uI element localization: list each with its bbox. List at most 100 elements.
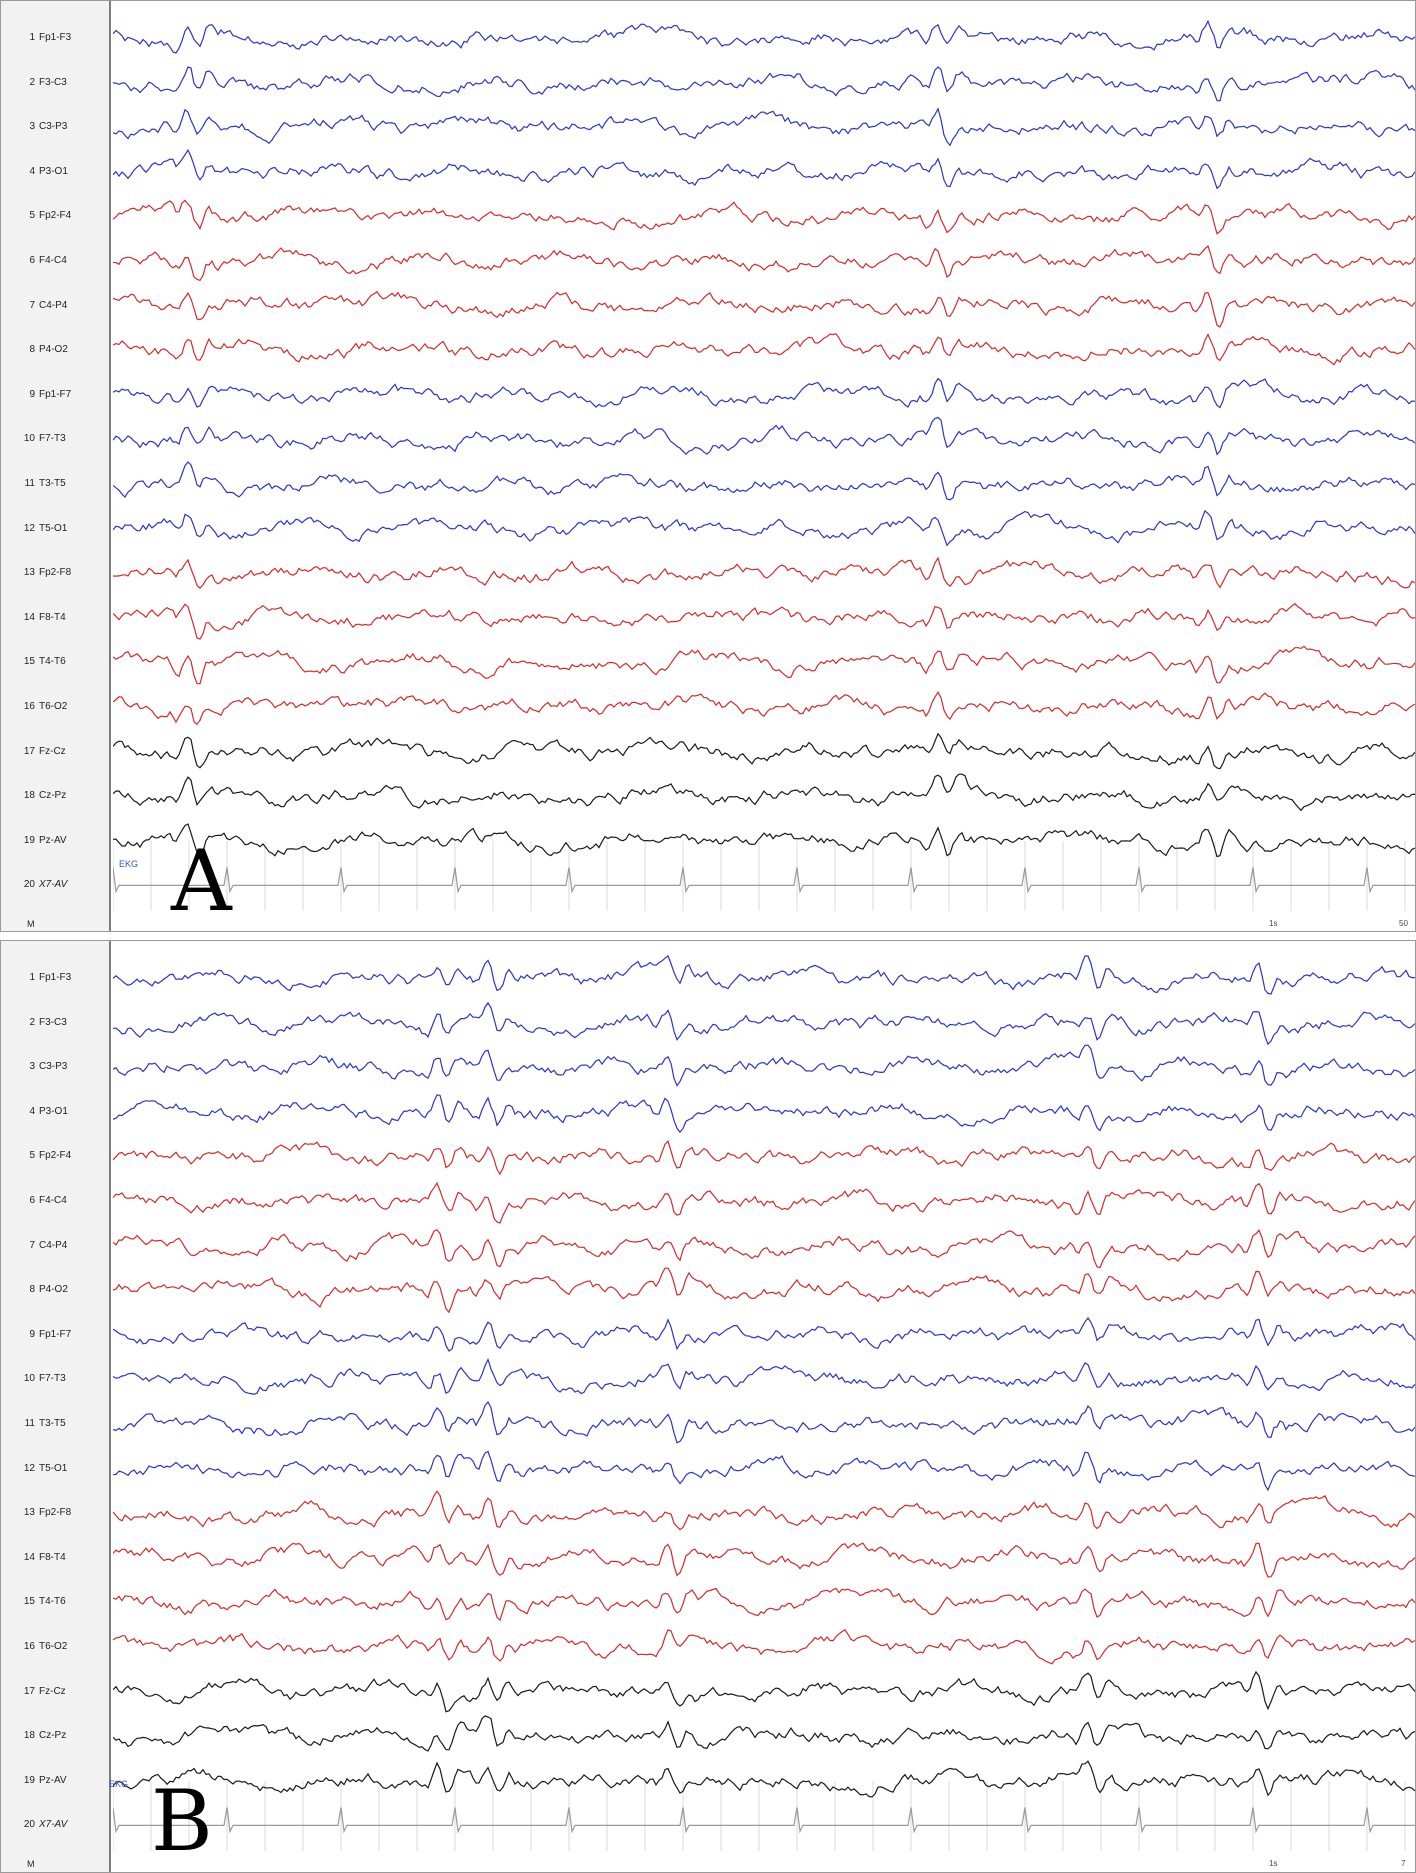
channel-label-fp1-f3[interactable]: 1 Fp1-F3: [1, 968, 111, 988]
channel-name: T6-O2: [39, 1641, 68, 1652]
waveform-fp1-f7: [113, 1316, 1415, 1352]
channel-label-cz-pz[interactable]: 18 Cz-Pz: [1, 786, 111, 806]
ekg-channel-tag: EKG: [109, 1779, 129, 1789]
waveform-p3-o1: [113, 148, 1415, 190]
channel-label-f7-t3[interactable]: 10 F7-T3: [1, 429, 111, 449]
channel-number: 10: [23, 433, 35, 445]
channel-label-fp1-f7[interactable]: 9 Fp1-F7: [1, 1325, 111, 1345]
channel-label-fp2-f4[interactable]: 5 Fp2-F4: [1, 206, 111, 226]
channel-label-c3-p3[interactable]: 3 C3-P3: [1, 117, 111, 137]
panel-letter: A: [171, 832, 232, 930]
channel-label-fp2-f8[interactable]: 13 Fp2-F8: [1, 563, 111, 583]
channel-number: 2: [29, 76, 35, 88]
channel-label-t4-t6[interactable]: 15 T4-T6: [1, 652, 111, 672]
channel-number: 20: [23, 879, 35, 891]
channel-label-x7-av[interactable]: 20 X7-AV: [1, 875, 111, 895]
time-scale-label: 1s: [1269, 919, 1278, 928]
channel-label-t3-t5[interactable]: 11 T3-T5: [1, 1414, 111, 1434]
channel-number: 12: [23, 522, 35, 534]
channel-label-fp1-f3[interactable]: 1 Fp1-F3: [1, 28, 111, 48]
channel-label-p3-o1[interactable]: 4 P3-O1: [1, 162, 111, 182]
channel-number: 13: [23, 567, 35, 579]
channel-label-t3-t5[interactable]: 11 T3-T5: [1, 474, 111, 494]
channel-name: C3-P3: [39, 121, 68, 133]
channel-number: 2: [29, 1016, 35, 1028]
channel-name: Fp2-F8: [39, 1507, 72, 1519]
waveform-fp2-f4: [113, 1140, 1415, 1176]
waveform-p3-o1: [113, 1094, 1415, 1134]
waveform-f3-c3: [113, 66, 1415, 102]
channel-label-fz-cz[interactable]: 17 Fz-Cz: [1, 742, 111, 762]
channel-label-f8-t4[interactable]: 14 F8-T4: [1, 1548, 111, 1568]
waveform-fz-cz: [113, 1670, 1415, 1713]
waveform-f4-c4: [113, 244, 1415, 282]
channel-label-f4-c4[interactable]: 6 F4-C4: [1, 251, 111, 271]
channel-label-t6-o2[interactable]: 16 T6-O2: [1, 697, 111, 717]
channel-name: Fp1-F7: [39, 1328, 72, 1340]
channel-label-t6-o2[interactable]: 16 T6-O2: [1, 1637, 111, 1657]
channel-label-f3-c3[interactable]: 2 F3-C3: [1, 1013, 111, 1033]
waveform-c3-p3: [113, 107, 1415, 147]
channel-label-c4-p4[interactable]: 7 C4-P4: [1, 1236, 111, 1256]
channel-number: 4: [29, 1105, 35, 1117]
channel-label-pz-av[interactable]: 19 Pz-AV: [1, 1771, 111, 1791]
channel-number: 15: [23, 656, 35, 668]
channel-label-f4-c4[interactable]: 6 F4-C4: [1, 1191, 111, 1211]
channel-name: F7-T3: [39, 433, 66, 445]
waveform-t5-o1: [113, 1450, 1415, 1492]
channel-name: T5-O1: [39, 522, 68, 534]
channel-label-p3-o1[interactable]: 4 P3-O1: [1, 1102, 111, 1122]
channel-label-fp2-f4[interactable]: 5 Fp2-F4: [1, 1146, 111, 1166]
channel-name: T5-O1: [39, 1462, 68, 1474]
channel-number: 19: [23, 1774, 35, 1786]
waveform-t6-o2: [113, 1628, 1415, 1665]
waveform-fz-cz: [113, 732, 1415, 770]
waveform-fp2-f8: [113, 556, 1415, 589]
channel-label-t5-o1[interactable]: 12 T5-O1: [1, 519, 111, 539]
waveform-t3-t5: [113, 1400, 1415, 1444]
channel-name: X7-AV: [39, 1819, 68, 1831]
channel-name: Fz-Cz: [39, 745, 66, 757]
channel-label-c4-p4[interactable]: 7 C4-P4: [1, 296, 111, 316]
channel-number: 7: [29, 1239, 35, 1251]
channel-label-cz-pz[interactable]: 18 Cz-Pz: [1, 1726, 111, 1746]
eeg-trace-area[interactable]: [113, 1, 1415, 931]
channel-label-fp1-f7[interactable]: 9 Fp1-F7: [1, 385, 111, 405]
channel-label-p4-o2[interactable]: 8 P4-O2: [1, 1280, 111, 1300]
channel-name: F8-T4: [39, 1551, 66, 1563]
time-scale-label: 1s: [1269, 1859, 1278, 1868]
channel-name: F8-T4: [39, 611, 66, 623]
channel-number: 17: [23, 1685, 35, 1697]
channel-name: Cz-Pz: [39, 1730, 67, 1742]
channel-number: 6: [29, 1195, 35, 1206]
channel-label-f8-t4[interactable]: 14 F8-T4: [1, 608, 111, 628]
channel-number: 8: [29, 344, 35, 356]
channel-name: Fp1-F7: [39, 388, 72, 400]
channel-label-t5-o1[interactable]: 12 T5-O1: [1, 1459, 111, 1479]
channel-label-t4-t6[interactable]: 15 T4-T6: [1, 1592, 111, 1612]
channel-label-x7-av[interactable]: 20 X7-AV: [1, 1815, 111, 1835]
waveform-t4-t6: [113, 645, 1415, 685]
waveform-cz-pz: [113, 773, 1415, 812]
channel-number: 19: [23, 834, 35, 846]
channel-label-f7-t3[interactable]: 10 F7-T3: [1, 1369, 111, 1389]
channel-number: 7: [29, 299, 35, 311]
waveform-pz-av: [113, 1760, 1415, 1798]
channel-name: Fp1-F3: [39, 32, 72, 43]
channel-label-fp2-f8[interactable]: 13 Fp2-F8: [1, 1503, 111, 1523]
channel-number: 4: [29, 165, 35, 177]
waveform-c3-p3: [113, 1044, 1415, 1087]
channel-number: 11: [24, 1418, 35, 1429]
channel-name: Fp2-F4: [39, 1150, 72, 1162]
channel-label-f3-c3[interactable]: 2 F3-C3: [1, 73, 111, 93]
channel-label-pz-av[interactable]: 19 Pz-AV: [1, 831, 111, 851]
channel-number: 1: [29, 972, 35, 983]
channel-number: 18: [23, 790, 35, 802]
channel-name: F3-C3: [39, 76, 67, 88]
channel-number: 5: [29, 1150, 35, 1162]
eeg-trace-area[interactable]: [113, 941, 1415, 1872]
channel-label-c3-p3[interactable]: 3 C3-P3: [1, 1057, 111, 1077]
channel-label-fz-cz[interactable]: 17 Fz-Cz: [1, 1682, 111, 1702]
channel-label-p4-o2[interactable]: 8 P4-O2: [1, 340, 111, 360]
channel-number: 10: [23, 1373, 35, 1385]
